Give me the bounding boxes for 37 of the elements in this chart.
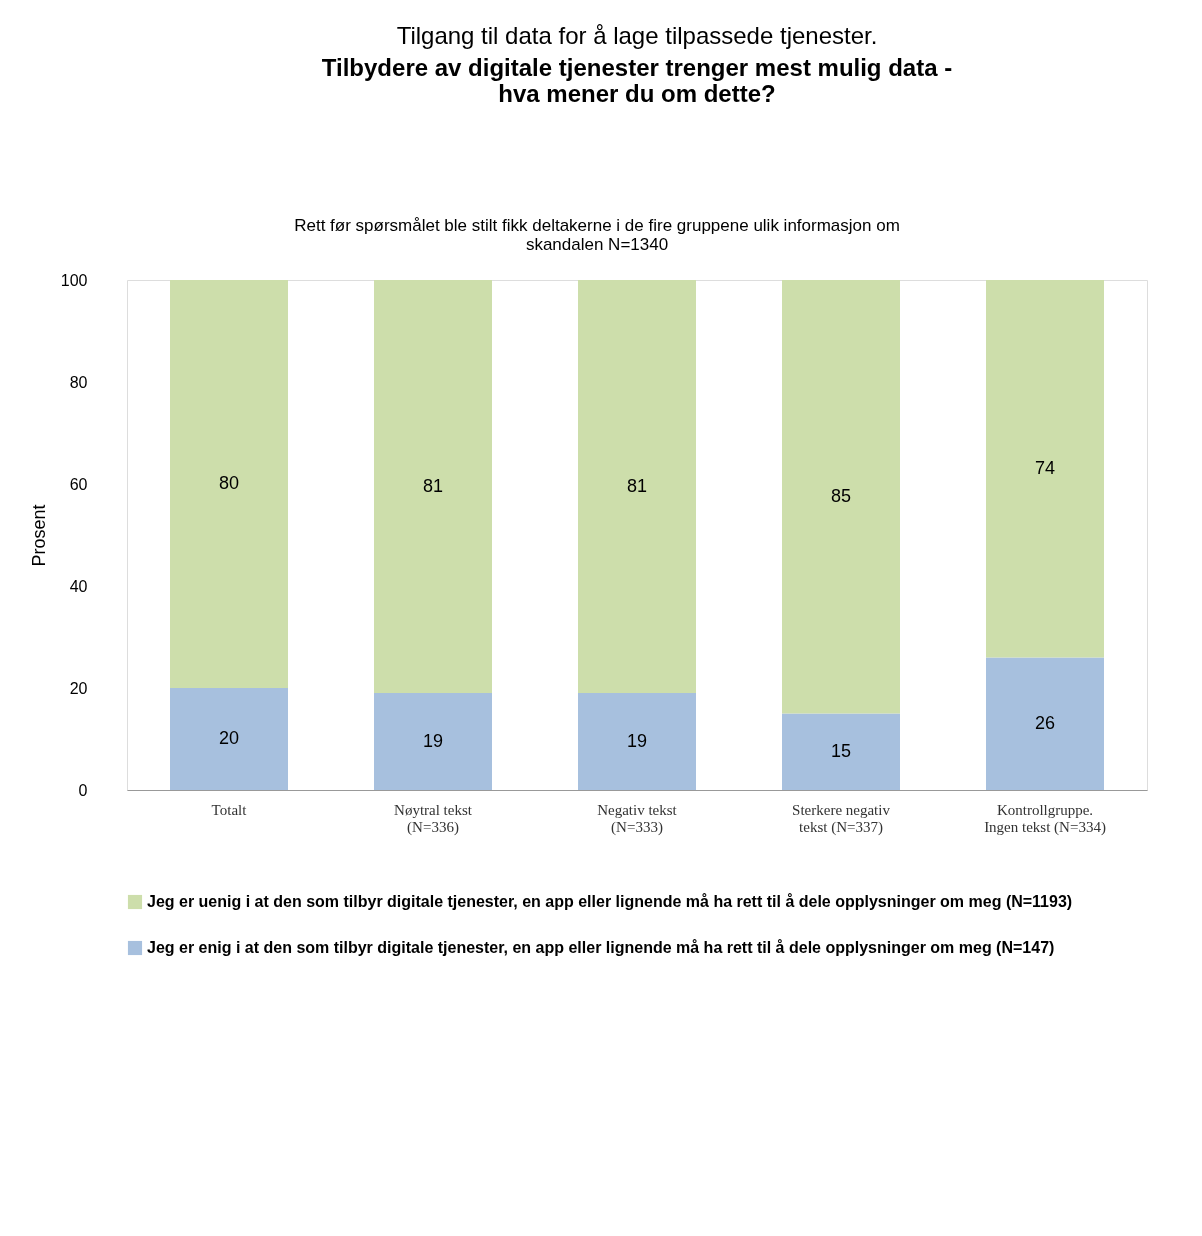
bar bbox=[374, 280, 492, 694]
data-label: 26 bbox=[1034, 712, 1056, 733]
data-label: 81 bbox=[422, 475, 444, 496]
data-label: 19 bbox=[626, 730, 648, 751]
y-tick-label: 0 bbox=[78, 781, 88, 799]
x-tick-label: Nøytral tekst (N=336) bbox=[394, 801, 473, 836]
chart-subtitle: Tilbydere av digitale tjenester trenger mest mulig data - hva mener du om dette? bbox=[321, 54, 953, 107]
x-tick-label: Sterkere negativ tekst (N=337) bbox=[792, 801, 891, 836]
legend-label: Jeg er enig i at den som tilbyr digitale tjenester, en app eller lignende må ha rett til å dele opplysninger om meg (N=147) bbox=[147, 939, 1055, 956]
x-tick-label: Kontrollgruppe. Ingen tekst (N=334) bbox=[984, 801, 1106, 836]
y-axis-title: Prosent bbox=[28, 504, 49, 567]
data-label: 74 bbox=[1034, 457, 1056, 478]
data-label: 15 bbox=[830, 740, 852, 761]
y-tick-label: 60 bbox=[69, 475, 88, 493]
data-label: 20 bbox=[218, 728, 240, 748]
bar bbox=[374, 693, 492, 790]
chart-title: Tilgang til data for å lage tilpassede tjenester. bbox=[396, 22, 878, 49]
bar bbox=[782, 713, 900, 790]
data-label: 81 bbox=[626, 475, 648, 496]
bar bbox=[170, 280, 288, 688]
y-tick-label: 100 bbox=[60, 271, 88, 289]
bar bbox=[170, 688, 288, 790]
y-tick-label: 80 bbox=[69, 373, 88, 391]
bar bbox=[986, 657, 1104, 790]
data-label: 80 bbox=[218, 473, 240, 493]
bar bbox=[578, 693, 696, 790]
data-label: 85 bbox=[830, 485, 852, 506]
y-tick-label: 20 bbox=[69, 679, 88, 697]
bar bbox=[578, 280, 696, 694]
legend-label: Jeg er uenig i at den som tilbyr digitale tjenester, en app eller lignende må ha rett til å dele opplysninger om meg (N=1193) bbox=[147, 893, 1073, 910]
text: Rett før spørsmålet ble stilt fikk deltakerne i de fire gruppene ulik informasjon om skandalen N=1340 bbox=[294, 216, 900, 254]
bar bbox=[782, 280, 900, 714]
x-tick-label: Totalt bbox=[211, 801, 248, 818]
x-tick-label: Negativ tekst (N=333) bbox=[597, 801, 678, 836]
y-tick-label: 40 bbox=[69, 577, 88, 595]
bar bbox=[986, 280, 1104, 658]
data-label: 19 bbox=[422, 730, 444, 751]
